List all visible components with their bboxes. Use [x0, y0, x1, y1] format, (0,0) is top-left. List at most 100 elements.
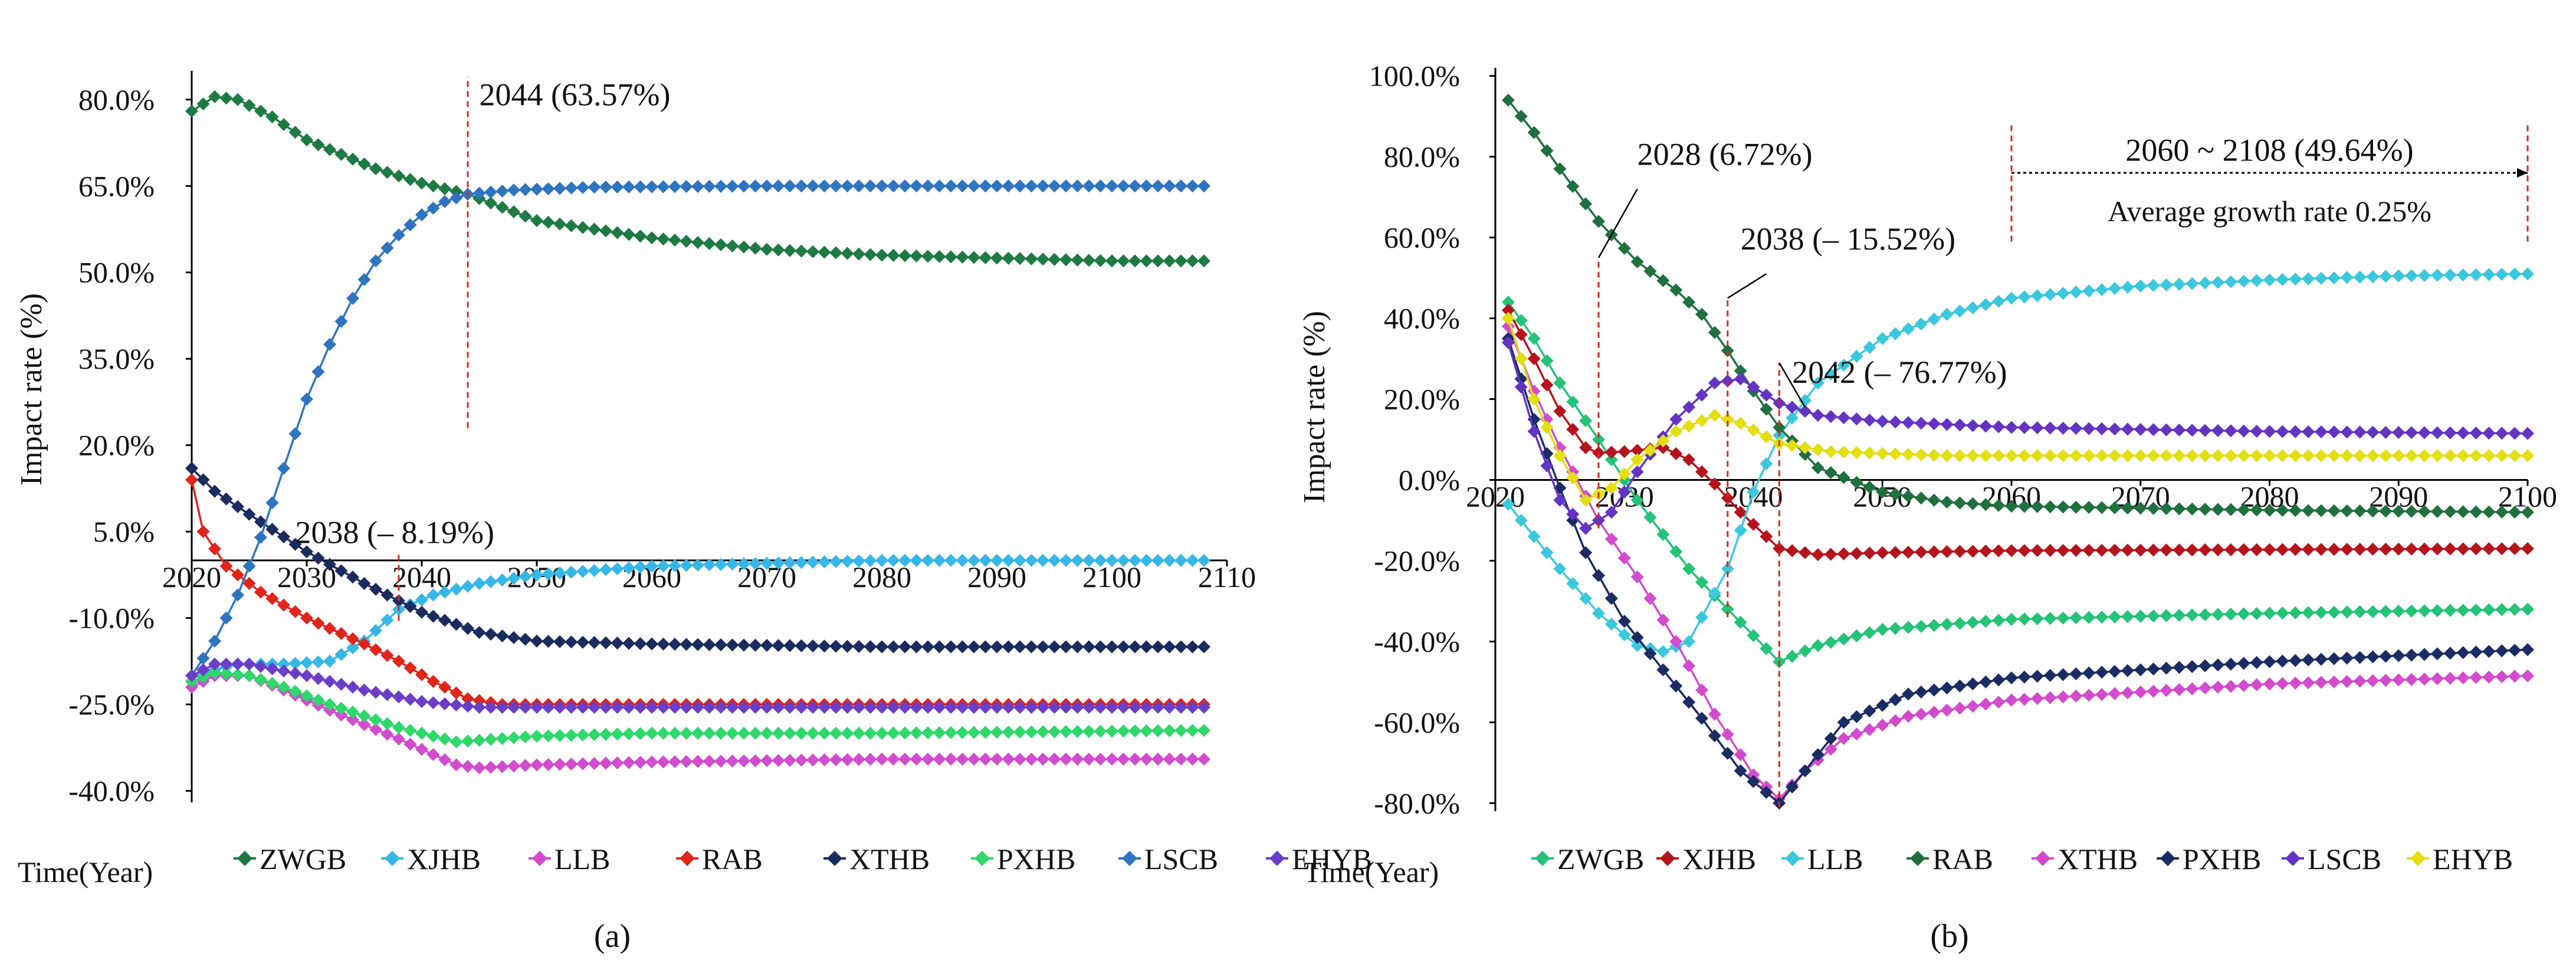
data-point	[588, 636, 601, 650]
data-point	[1799, 546, 1812, 559]
data-point	[392, 732, 405, 746]
data-point	[461, 692, 474, 706]
data-point	[2017, 500, 2031, 513]
data-point	[1837, 716, 1850, 729]
data-point	[1105, 724, 1118, 738]
data-point	[1656, 527, 1670, 541]
data-point	[288, 427, 302, 441]
data-point	[1553, 493, 1567, 507]
data-point	[219, 91, 233, 105]
data-point	[415, 726, 428, 740]
data-point	[2017, 290, 2031, 304]
panel-a-ylabel: Impact rate (%)	[15, 293, 48, 486]
data-point	[1025, 640, 1038, 654]
data-point	[783, 244, 796, 257]
data-point	[426, 201, 440, 215]
data-point	[219, 611, 233, 625]
data-point	[2211, 543, 2224, 556]
panel-a-annotations: 2044 (63.57%) 2038 (– 8.19%)	[296, 76, 671, 621]
data-point	[231, 657, 244, 671]
legend-item-XJHB: XJHB	[381, 842, 481, 876]
data-point	[1514, 380, 1528, 394]
data-point	[2405, 504, 2419, 518]
data-point	[588, 222, 601, 236]
data-point	[2366, 504, 2380, 518]
data-point	[806, 245, 819, 258]
data-point	[2392, 504, 2406, 518]
panel-a: Impact rate (%) 80.0% 65.0% 50.0% 35.0% 20.0…	[15, 71, 1372, 955]
data-point	[1579, 592, 1593, 605]
data-point	[185, 461, 198, 475]
data-point	[599, 181, 612, 194]
data-point	[760, 556, 773, 570]
data-point	[323, 337, 336, 351]
data-point	[622, 228, 635, 241]
data-point	[1682, 696, 1696, 709]
data-point	[2469, 645, 2483, 659]
data-point	[2263, 449, 2276, 463]
data-point	[979, 251, 992, 264]
data-point	[737, 638, 750, 652]
data-point	[1105, 700, 1118, 714]
legend-label: ZWGB	[260, 842, 346, 876]
data-point	[2430, 268, 2444, 282]
data-point	[760, 638, 773, 652]
data-point	[2289, 676, 2302, 690]
data-point	[1850, 446, 1863, 460]
data-point	[921, 752, 934, 766]
data-point	[1036, 725, 1049, 739]
data-point	[472, 625, 486, 639]
data-point	[311, 655, 325, 669]
data-point	[1682, 419, 1696, 433]
data-point	[1501, 303, 1515, 317]
data-point	[1669, 412, 1683, 426]
data-point	[1669, 635, 1683, 648]
data-point	[1128, 179, 1141, 193]
data-point	[1914, 619, 1928, 633]
data-point	[2095, 611, 2109, 624]
data-point	[967, 700, 980, 714]
data-point	[668, 234, 681, 247]
data-point	[818, 555, 831, 569]
data-point	[1966, 699, 1980, 713]
data-point	[910, 752, 923, 766]
data-point	[1604, 506, 1618, 519]
data-point	[852, 554, 865, 568]
annotation-label: 2044 (63.57%)	[480, 77, 671, 113]
data-point	[231, 500, 244, 513]
data-point	[1682, 659, 1696, 673]
data-point	[1837, 732, 1850, 745]
data-point	[1553, 162, 1567, 176]
data-point	[829, 246, 842, 260]
data-point	[1617, 615, 1631, 628]
data-point	[2017, 670, 2031, 684]
legend-marker	[1122, 851, 1137, 866]
data-point	[1579, 441, 1593, 454]
data-point	[588, 757, 601, 770]
data-point	[2482, 645, 2496, 658]
data-point	[265, 523, 279, 536]
data-point	[1579, 414, 1593, 428]
data-point	[2495, 267, 2509, 281]
data-point	[749, 700, 762, 714]
data-point	[714, 238, 727, 251]
data-point	[2379, 605, 2393, 618]
data-point	[1747, 629, 1760, 642]
data-point	[2160, 609, 2173, 622]
data-point	[392, 690, 405, 704]
data-point	[2469, 449, 2483, 463]
data-point	[910, 726, 923, 740]
data-point	[1186, 724, 1199, 737]
data-point	[2495, 644, 2509, 658]
data-point	[2443, 426, 2457, 440]
data-point	[1992, 449, 2006, 463]
data-point	[1174, 724, 1187, 737]
data-point	[1824, 409, 1837, 423]
data-point	[507, 700, 520, 714]
data-point	[1734, 506, 1747, 519]
data-point	[1799, 394, 1812, 407]
data-point	[2134, 685, 2147, 699]
data-point	[438, 732, 451, 746]
data-point	[2315, 543, 2328, 556]
data-point	[2379, 449, 2393, 463]
